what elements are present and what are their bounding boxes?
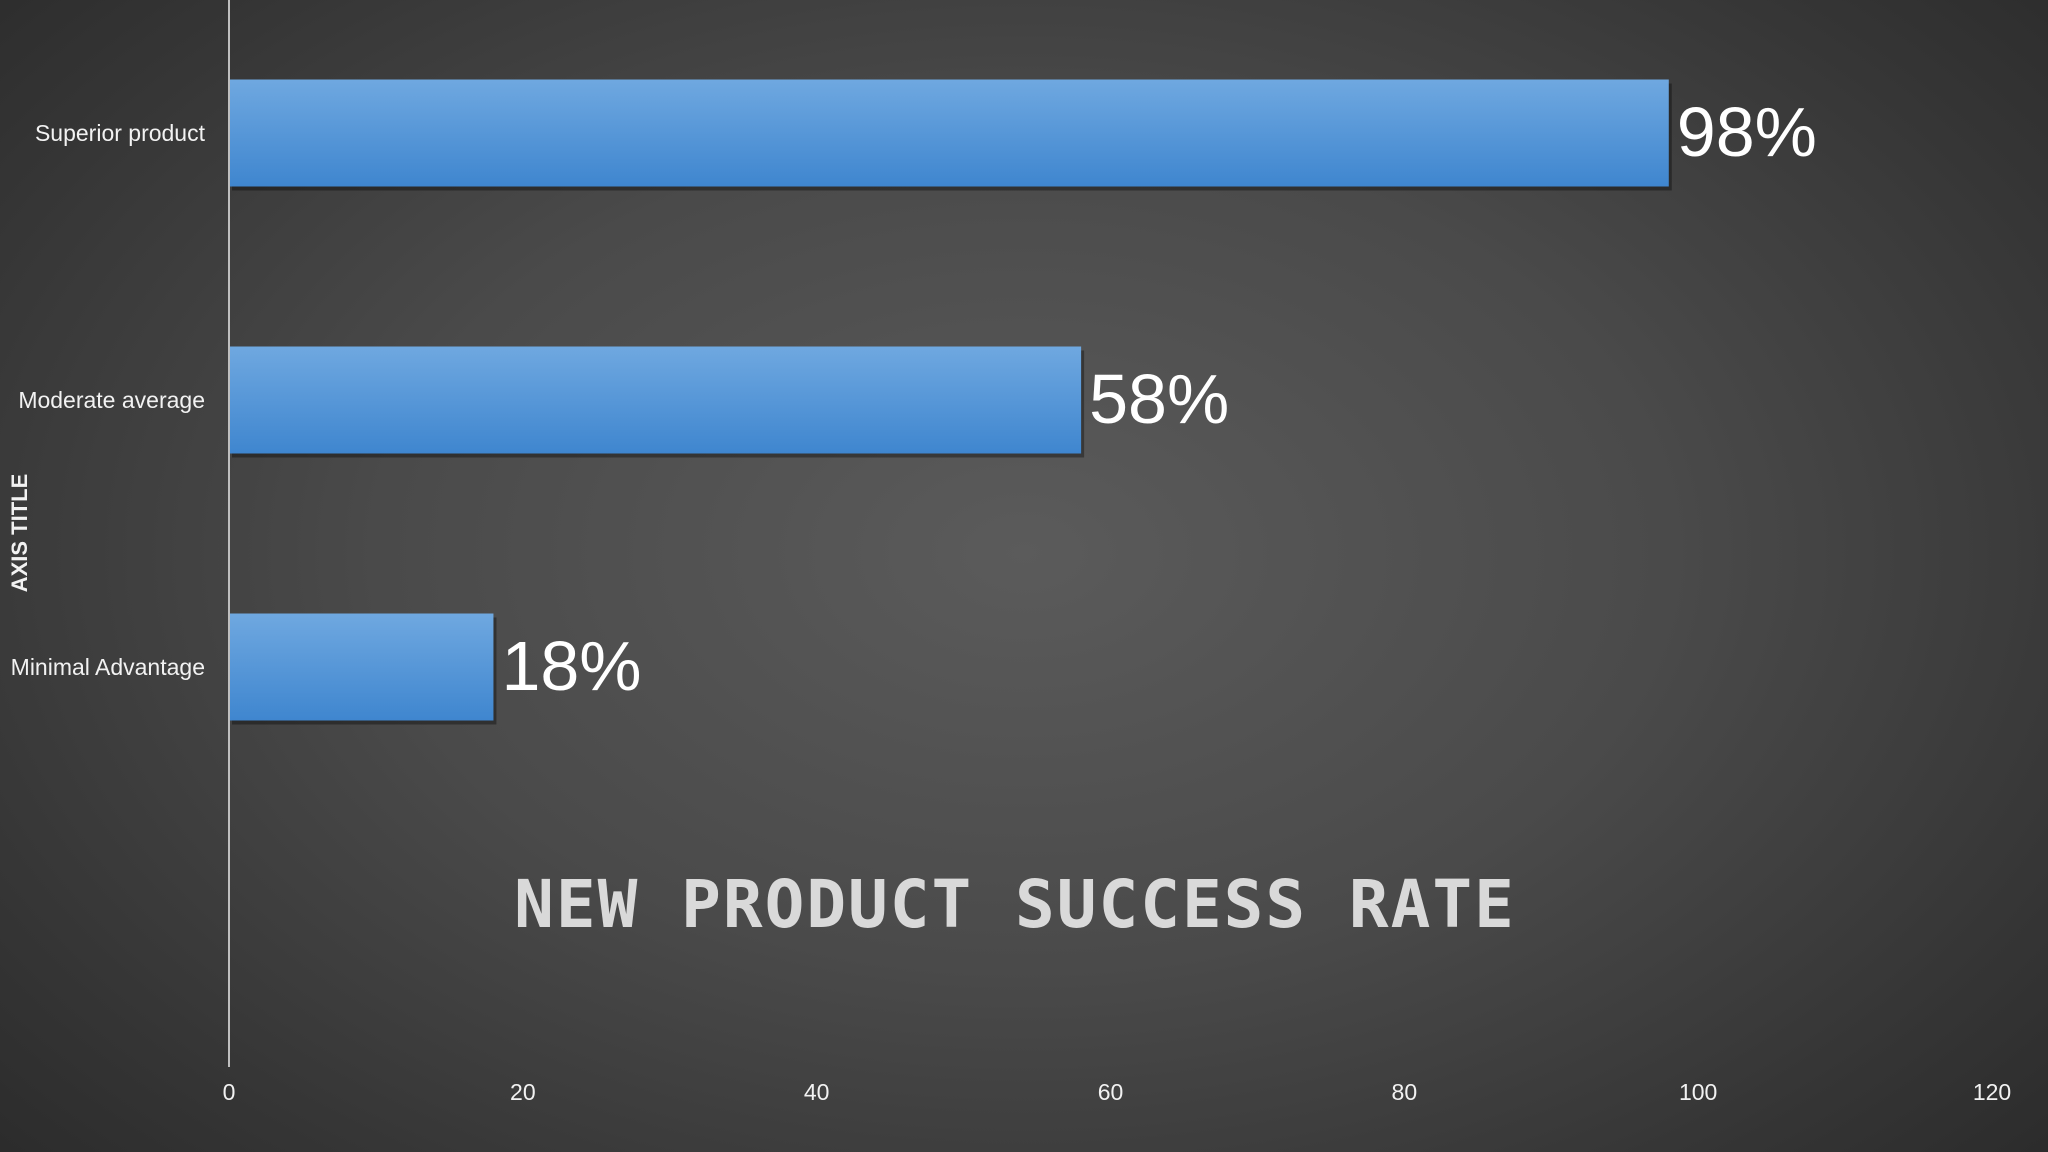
x-tick-label: 20 <box>510 1079 536 1105</box>
category-label: Moderate average <box>18 387 205 413</box>
x-tick-label: 40 <box>804 1079 830 1105</box>
bars-layer <box>229 79 1672 725</box>
data-label: 98% <box>1677 93 1817 171</box>
labels-layer: Superior product 98% Moderate average 58% Mi… <box>11 93 1817 705</box>
chart-title: NEW PRODUCT SUCCESS RATE <box>514 866 1516 943</box>
data-label: 58% <box>1089 360 1229 438</box>
x-tick-label: 80 <box>1392 1079 1418 1105</box>
x-tick-label: 0 <box>223 1079 236 1105</box>
data-label: 18% <box>501 627 641 705</box>
x-tick-label: 60 <box>1098 1079 1124 1105</box>
x-tick-labels: 0 20 40 60 80 100 120 <box>223 1079 2012 1105</box>
bar <box>229 346 1082 454</box>
x-tick-label: 120 <box>1973 1079 2011 1105</box>
bar <box>229 79 1669 187</box>
y-axis-title: AXIS TITLE <box>7 474 32 593</box>
category-label: Superior product <box>35 120 206 146</box>
category-label: Minimal Advantage <box>11 654 205 680</box>
x-tick-label: 100 <box>1679 1079 1717 1105</box>
bar <box>229 613 494 721</box>
